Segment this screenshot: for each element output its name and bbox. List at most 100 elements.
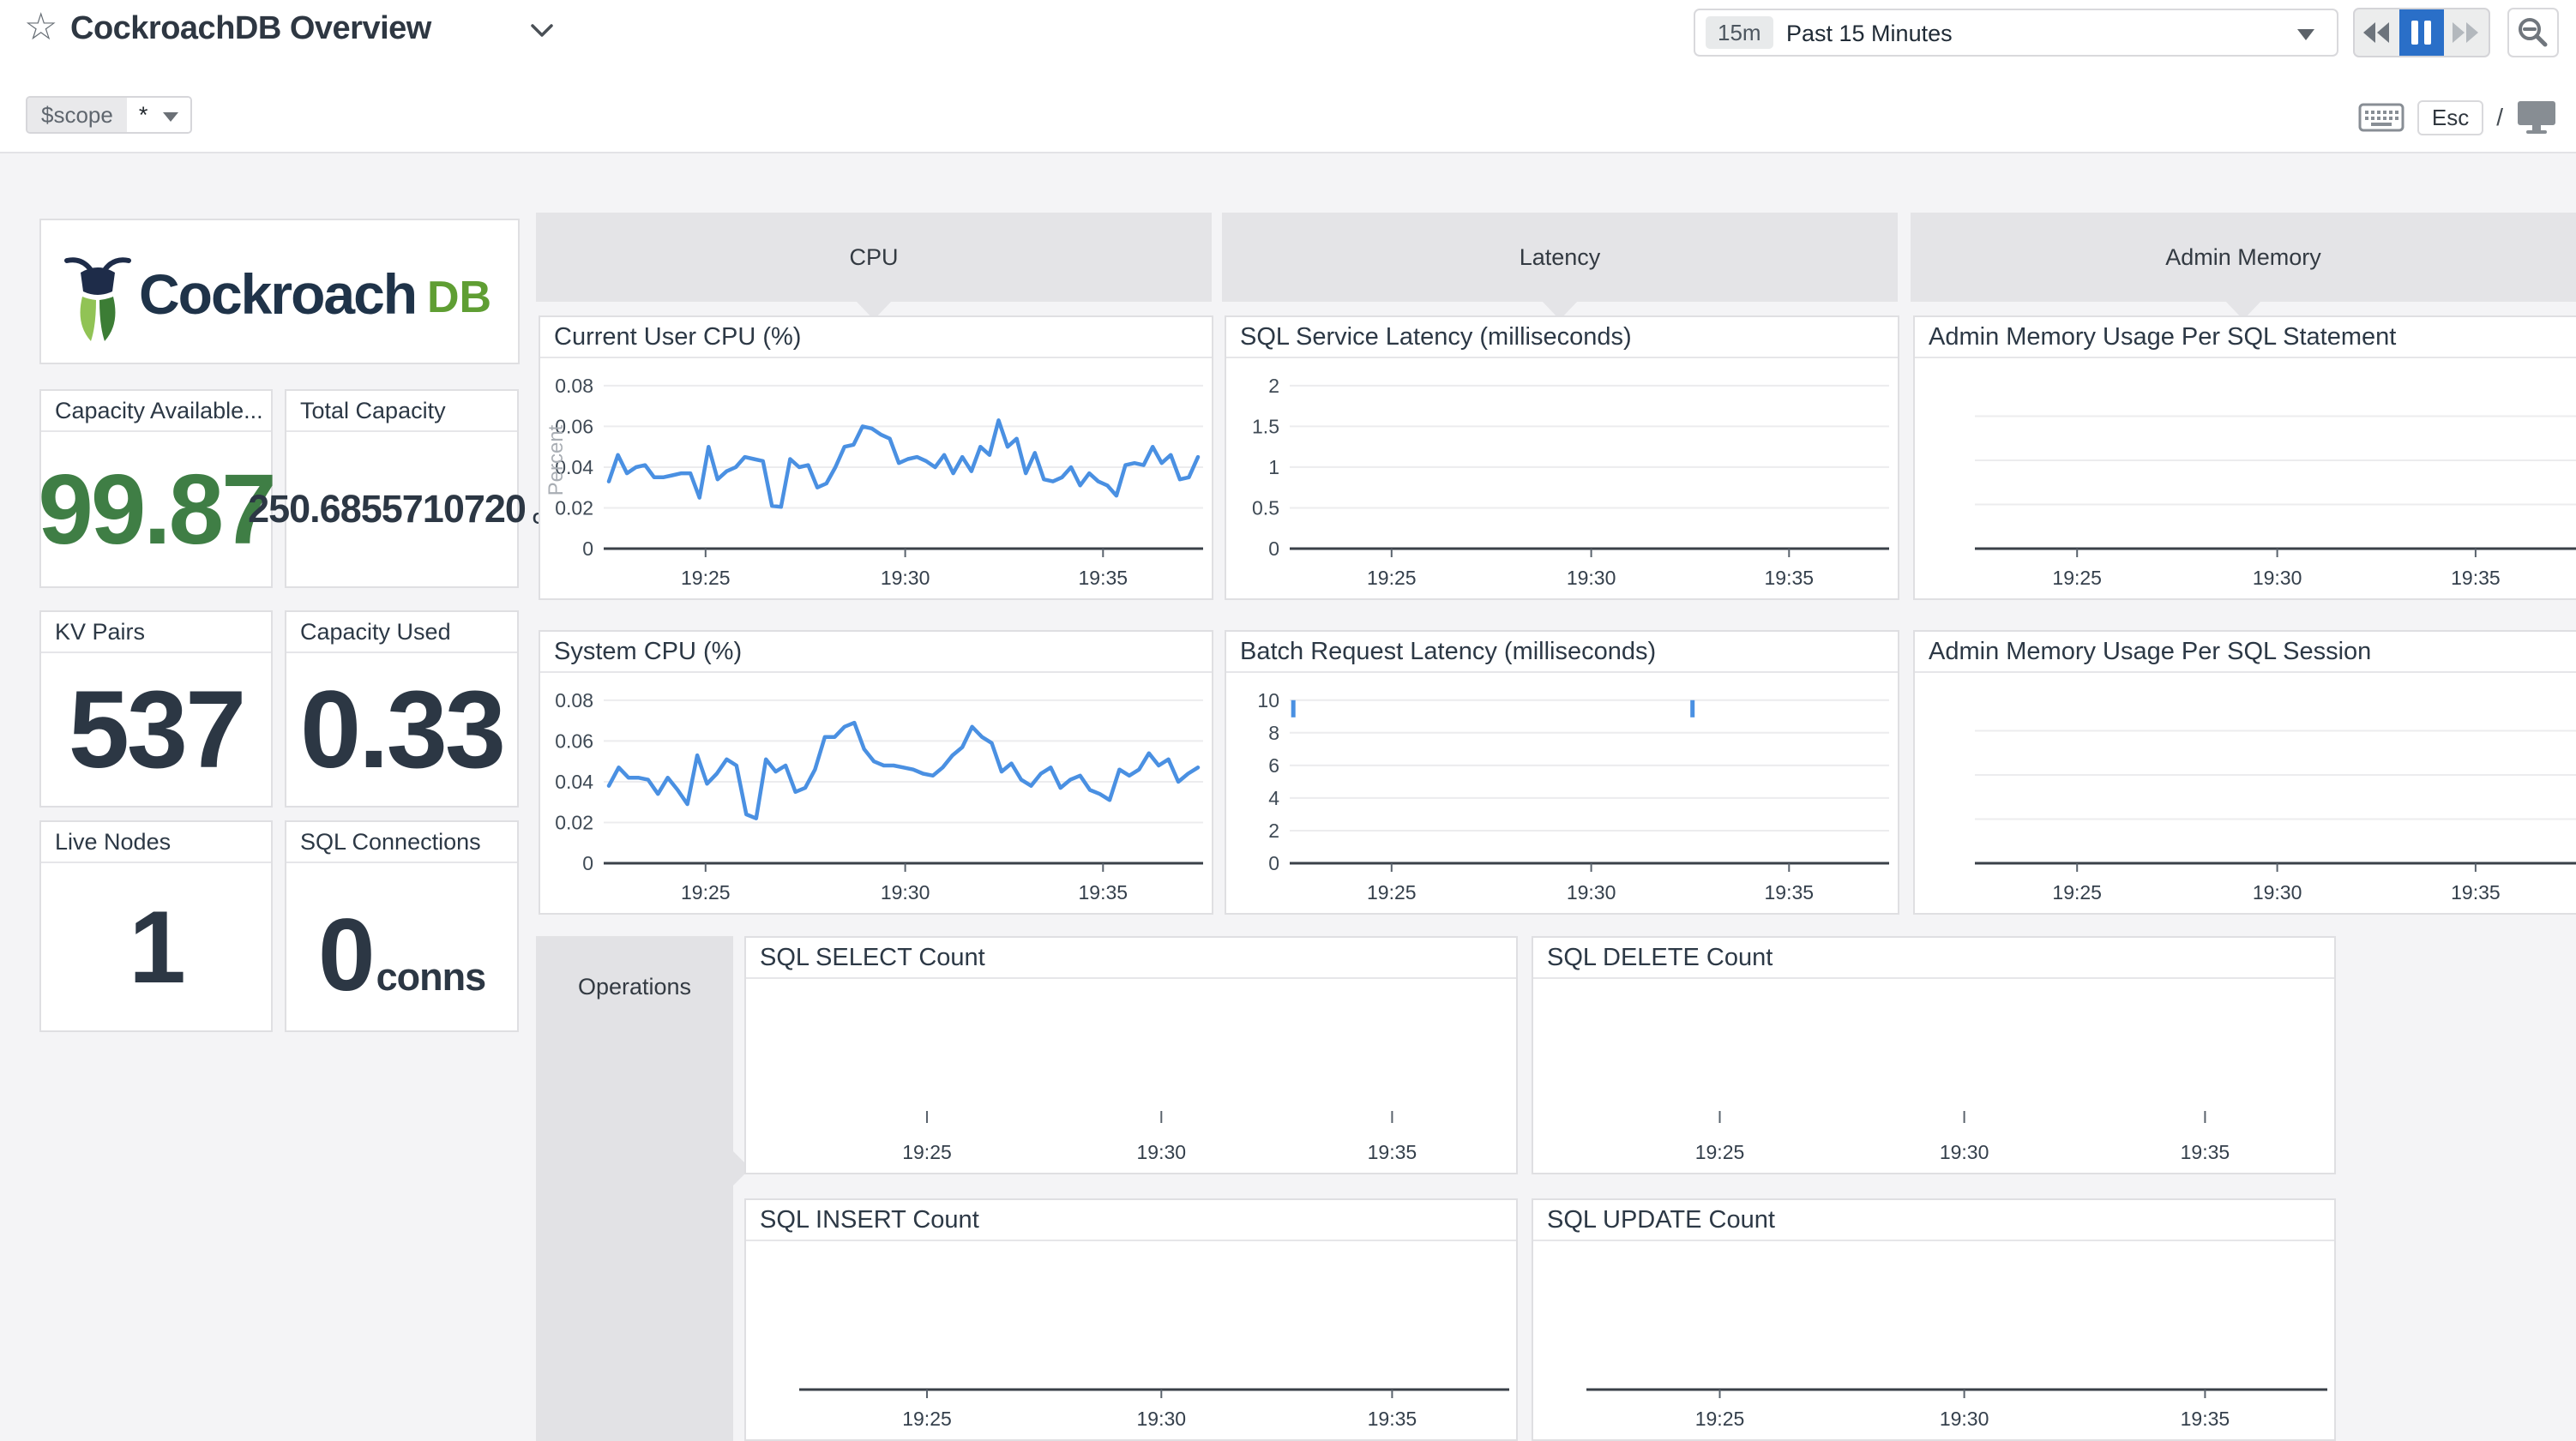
svg-text:19:30: 19:30 <box>881 881 930 904</box>
chart-card-admin-memory-statement[interactable]: Admin Memory Usage Per SQL Statement 19:… <box>1913 315 2576 600</box>
svg-text:0.06: 0.06 <box>555 730 593 752</box>
widget-title: Capacity Used <box>286 612 517 653</box>
slash-key-hint: / <box>2496 104 2503 130</box>
svg-text:0: 0 <box>1268 537 1279 560</box>
svg-text:0.5: 0.5 <box>1252 497 1279 519</box>
svg-text:0.02: 0.02 <box>555 497 593 519</box>
widget-value: 0.33 <box>299 668 506 791</box>
chart-plot[interactable]: 19:25 19:30 19:35 <box>1533 1241 2334 1439</box>
chart-card-batch-request-latency[interactable]: Batch Request Latency (milliseconds) 0 2 4… <box>1225 630 1899 915</box>
svg-text:10: 10 <box>1257 689 1279 711</box>
svg-text:19:35: 19:35 <box>2181 1141 2230 1163</box>
widget-total-capacity[interactable]: Total Capacity 250.6855710720 GB <box>248 389 556 588</box>
time-range-label: Past 15 Minutes <box>1786 21 1953 46</box>
svg-text:19:30: 19:30 <box>1567 881 1616 904</box>
chart-card-sql-insert-count[interactable]: SQL INSERT Count 19:25 19:30 19:35 <box>744 1198 1518 1441</box>
widget-live-nodes[interactable]: Live Nodes 1 <box>39 820 273 1032</box>
svg-text:4: 4 <box>1268 787 1279 809</box>
widget-title: SQL Connections <box>286 822 517 863</box>
widget-value: 250.6855710720 <box>248 487 527 531</box>
cockroachdb-logo-widget: Cockroach DB <box>39 219 520 364</box>
svg-text:0: 0 <box>582 852 593 874</box>
chart-plot[interactable]: 0 2 4 6 8 10 19:25 19:30 19:35 <box>1226 673 1898 913</box>
pause-button[interactable] <box>2399 9 2444 56</box>
chart-plot[interactable]: 19:25 19:30 19:35 <box>746 979 1516 1173</box>
svg-text:19:30: 19:30 <box>1940 1408 1989 1430</box>
widget-capacity-used[interactable]: Capacity Used 0.33 <box>285 610 519 808</box>
svg-text:0.04: 0.04 <box>555 456 593 478</box>
chart-card-sql-select-count[interactable]: SQL SELECT Count 19:25 19:30 19:35 <box>744 936 1518 1174</box>
svg-text:19:35: 19:35 <box>1765 881 1815 904</box>
time-range-selector[interactable]: 15m Past 15 Minutes <box>1694 9 2338 57</box>
svg-text:1.5: 1.5 <box>1252 415 1279 437</box>
fast-forward-button[interactable] <box>2444 9 2489 56</box>
esc-key-hint: Esc <box>2417 99 2484 135</box>
chart-card-current-user-cpu[interactable]: Current User CPU (%) 0 0.02 0.04 0.06 0.08 19… <box>539 315 1213 600</box>
svg-text:19:30: 19:30 <box>1940 1141 1989 1163</box>
chart-card-sql-delete-count[interactable]: SQL DELETE Count 19:25 19:30 19:35 <box>1532 936 2336 1174</box>
svg-text:Cockroach: Cockroach <box>139 262 416 326</box>
svg-text:1: 1 <box>1268 456 1279 478</box>
chart-plot[interactable]: 19:25 19:30 19:35 <box>1915 673 2576 913</box>
chart-title: SQL SELECT Count <box>746 938 1516 979</box>
keyboard-icon[interactable] <box>2358 101 2404 134</box>
chart-card-sql-service-latency[interactable]: SQL Service Latency (milliseconds) 0 0.5 1… <box>1225 315 1899 600</box>
rewind-icon <box>2363 22 2389 43</box>
svg-text:19:35: 19:35 <box>1368 1408 1417 1430</box>
chart-plot[interactable]: 0 0.02 0.04 0.06 0.08 19:25 19:30 19:35 <box>540 673 1212 913</box>
svg-text:19:35: 19:35 <box>1079 881 1129 904</box>
svg-text:19:30: 19:30 <box>881 567 930 589</box>
pause-icon <box>2411 21 2431 45</box>
chevron-down-icon <box>2297 29 2314 40</box>
chart-plot[interactable]: 19:25 19:30 19:35 <box>1533 979 2334 1173</box>
group-label: Latency <box>1519 243 1601 270</box>
widget-capacity-available[interactable]: Capacity Available... 99.87 <box>38 389 277 588</box>
cockroachdb-logo: Cockroach DB <box>64 257 491 341</box>
group-header-latency[interactable]: Latency <box>1222 213 1898 320</box>
group-header-operations[interactable]: Operations <box>536 936 750 1441</box>
chevron-down-icon <box>163 111 179 122</box>
svg-text:19:35: 19:35 <box>2451 881 2501 904</box>
scope-name: $scope <box>27 98 127 132</box>
group-header-cpu[interactable]: CPU <box>536 213 1212 320</box>
svg-text:19:30: 19:30 <box>1567 567 1616 589</box>
rewind-button[interactable] <box>2355 9 2399 56</box>
svg-text:19:25: 19:25 <box>681 567 731 589</box>
group-notch <box>2225 301 2261 320</box>
template-variable-scope[interactable]: $scope * <box>26 96 193 134</box>
chart-plot[interactable]: 19:25 19:30 19:35 <box>1915 358 2576 598</box>
svg-text:19:35: 19:35 <box>1079 567 1129 589</box>
svg-text:19:25: 19:25 <box>2052 567 2102 589</box>
group-label: Operations <box>577 974 692 1000</box>
group-header-admin-memory[interactable]: Admin Memory <box>1911 213 2576 320</box>
chart-title: Batch Request Latency (milliseconds) <box>1226 632 1898 673</box>
chart-plot[interactable]: 19:25 19:30 19:35 <box>746 1241 1516 1439</box>
widget-unit: conns <box>376 955 487 999</box>
title-dropdown-chevron-icon[interactable] <box>530 22 554 44</box>
widget-kv-pairs[interactable]: KV Pairs 537 <box>39 610 273 808</box>
chart-title: Admin Memory Usage Per SQL Statement <box>1915 317 2576 358</box>
page-title: CockroachDB Overview <box>70 10 431 46</box>
chart-plot[interactable]: 0 0.5 1 1.5 2 19:25 19:30 19:35 <box>1226 358 1898 598</box>
chart-card-system-cpu[interactable]: System CPU (%) 0 0.02 0.04 0.06 0.08 19:25 19:… <box>539 630 1213 915</box>
svg-text:2: 2 <box>1268 820 1279 842</box>
tv-mode-icon[interactable] <box>2516 99 2557 135</box>
widget-value: 99.87 <box>38 453 276 565</box>
chart-card-sql-update-count[interactable]: SQL UPDATE Count 19:25 19:30 19:35 <box>1532 1198 2336 1441</box>
chart-plot[interactable]: 0 0.02 0.04 0.06 0.08 19:25 19:30 19:35 Percent <box>540 358 1212 598</box>
time-range-badge: 15m <box>1706 16 1773 49</box>
svg-text:0.04: 0.04 <box>555 771 593 793</box>
widget-sql-connections[interactable]: SQL Connections 0 conns <box>285 820 519 1032</box>
chart-title: Admin Memory Usage Per SQL Session <box>1915 632 2576 673</box>
svg-text:19:25: 19:25 <box>1695 1141 1745 1163</box>
svg-text:0.06: 0.06 <box>555 415 593 437</box>
svg-text:19:25: 19:25 <box>2052 881 2102 904</box>
chart-title: System CPU (%) <box>540 632 1212 673</box>
zoom-out-button[interactable] <box>2507 8 2559 57</box>
svg-text:0: 0 <box>582 537 593 560</box>
favorite-star-icon[interactable]: ☆ <box>24 6 58 48</box>
scope-value: * <box>138 102 148 128</box>
chart-card-admin-memory-session[interactable]: Admin Memory Usage Per SQL Session 19:25… <box>1913 630 2576 915</box>
svg-text:19:30: 19:30 <box>2253 567 2302 589</box>
